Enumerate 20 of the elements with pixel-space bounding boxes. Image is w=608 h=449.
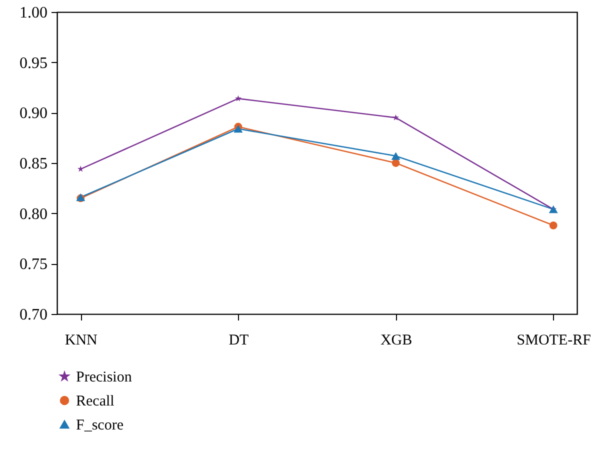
legend-label: F_score xyxy=(76,418,124,434)
x-tick-label: DT xyxy=(228,332,249,348)
point xyxy=(549,221,558,230)
x-tick-label: XGB xyxy=(380,332,412,348)
y-tick-label: 0.80 xyxy=(20,206,48,223)
point xyxy=(391,152,400,160)
y-tick-label: 0.90 xyxy=(20,105,48,122)
y-tick-label: 0.95 xyxy=(20,54,48,72)
legend-label: Precision xyxy=(76,370,132,386)
y-tick-label: 1.00 xyxy=(20,4,48,22)
legend-label: Recall xyxy=(76,394,114,410)
x-tick-label: KNN xyxy=(64,332,98,348)
point xyxy=(392,114,399,120)
point xyxy=(235,95,242,102)
point xyxy=(392,159,400,167)
y-tick-label: 0.85 xyxy=(20,156,48,172)
point xyxy=(77,166,84,172)
y-tick-label: 0.70 xyxy=(20,306,48,324)
x-tick-label: SMOTE-RF xyxy=(516,332,591,348)
y-tick-label: 0.75 xyxy=(20,256,48,274)
